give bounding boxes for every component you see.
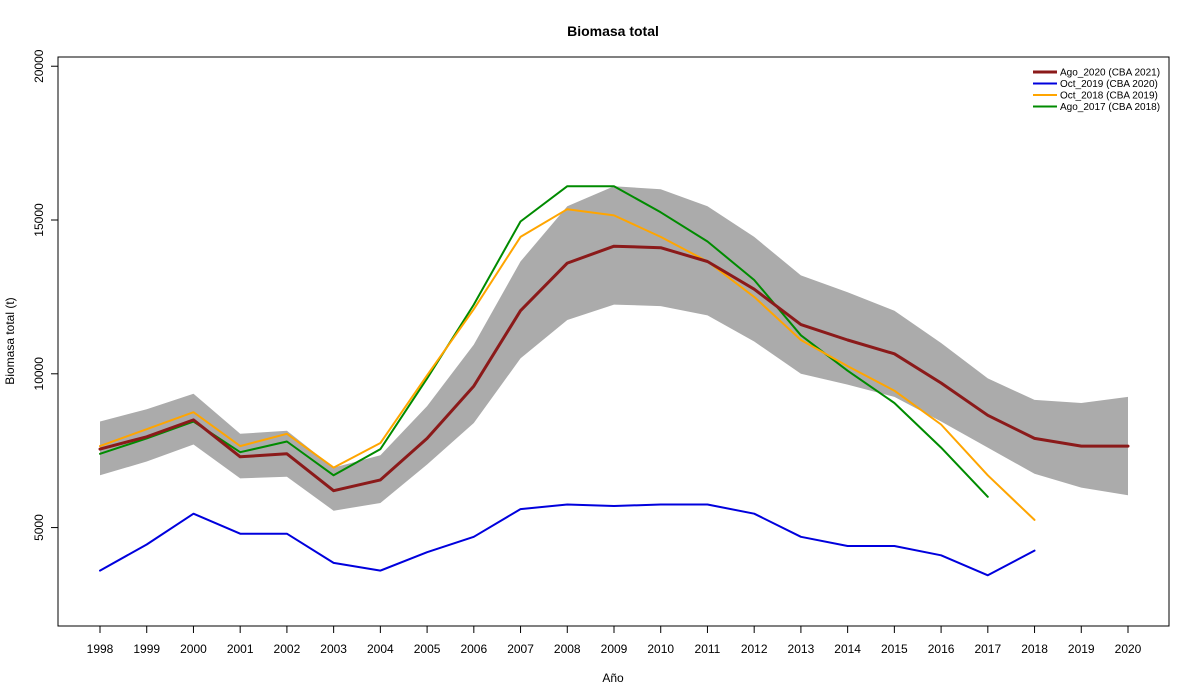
y-axis: 5000 10000 15000 20000 [32,49,59,541]
y-tick-label: 20000 [32,49,46,83]
legend-label: Ago_2017 (CBA 2018) [1060,102,1160,113]
x-tick-label: 2013 [788,642,815,656]
series-line-1 [98,244,1130,493]
y-tick-label: 10000 [32,357,46,391]
y-tick-label: 15000 [32,203,46,237]
series-line-2 [99,503,1036,577]
legend-label: Oct_2019 (CBA 2020) [1060,79,1158,90]
legend-label: Oct_2018 (CBA 2019) [1060,91,1158,102]
confidence-band [100,186,1128,511]
x-tick-label: 2020 [1115,642,1142,656]
x-tick-label: 2001 [227,642,254,656]
x-tick-label: 2017 [974,642,1001,656]
x-tick-label: 2014 [834,642,861,656]
x-axis: 1998 1999 2000 2001 2002 2003 2004 2005 2006 2007… [87,625,1142,656]
x-tick-label: 2008 [554,642,581,656]
plot-frame [57,56,1170,627]
x-tick-label: 2012 [741,642,768,656]
series-line-3 [99,208,1036,521]
chart-title: Biomasa total [567,23,659,39]
x-tick-label: 2006 [460,642,487,656]
x-tick-label: 2015 [881,642,908,656]
x-axis-label: Año [602,671,624,685]
x-tick-label: 2019 [1068,642,1095,656]
x-tick-label: 2004 [367,642,394,656]
x-tick-label: 2009 [601,642,628,656]
x-tick-label: 1999 [133,642,160,656]
legend: Ago_2020 (CBA 2021)Oct_2019 (CBA 2020)Oc… [1033,68,1160,113]
series-line-4 [99,185,989,498]
legend-label: Ago_2020 (CBA 2021) [1060,68,1160,79]
x-tick-label: 2007 [507,642,534,656]
x-tick-label: 2003 [320,642,347,656]
x-tick-label: 2010 [647,642,674,656]
x-tick-label: 1998 [87,642,114,656]
x-tick-label: 2005 [414,642,441,656]
x-tick-label: 2018 [1021,642,1048,656]
plot-area [98,185,1130,577]
x-tick-label: 2016 [928,642,955,656]
y-tick-label: 5000 [32,514,46,541]
x-tick-label: 2011 [695,642,721,656]
y-axis-label: Biomasa total (t) [3,297,17,384]
x-tick-label: 2000 [180,642,207,656]
x-tick-label: 2002 [274,642,301,656]
